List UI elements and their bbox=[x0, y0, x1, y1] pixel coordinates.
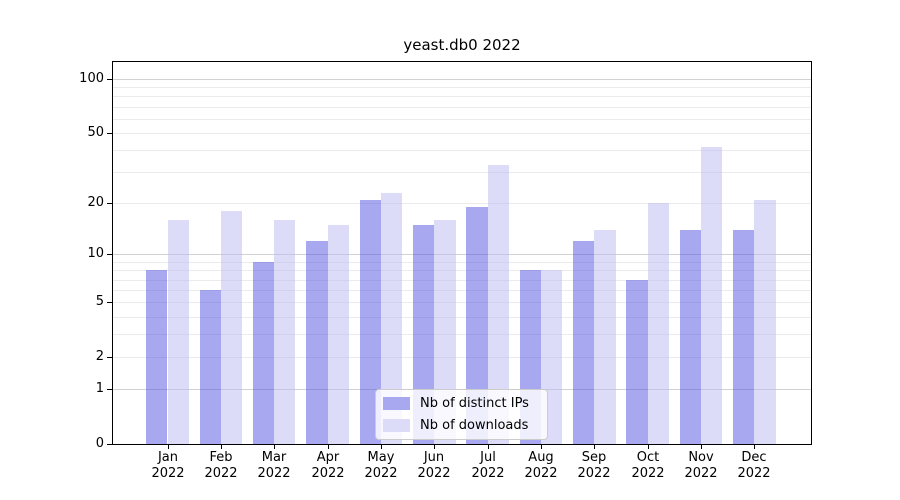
bar-downloads-apr bbox=[327, 224, 349, 445]
gridline-minor bbox=[112, 107, 812, 108]
gridline-major bbox=[112, 254, 812, 255]
x-tick-mark bbox=[594, 445, 595, 449]
y-tick-label: 1 bbox=[95, 381, 104, 396]
x-tick-mark bbox=[168, 445, 169, 449]
bar-distinct-ips-sep bbox=[573, 241, 595, 445]
y-tick-mark bbox=[107, 444, 112, 445]
gridline-minor bbox=[112, 334, 812, 335]
x-tick-label: Jul 2022 bbox=[471, 450, 505, 481]
bar-downloads-dec bbox=[754, 199, 776, 445]
gridline-minor bbox=[112, 357, 812, 358]
y-tick-mark bbox=[107, 389, 112, 390]
y-tick-mark bbox=[107, 79, 112, 80]
y-tick-label: 50 bbox=[87, 125, 104, 140]
y-tick-label: 20 bbox=[87, 195, 104, 210]
bar-downloads-oct bbox=[647, 203, 669, 445]
bar-distinct-ips-mar bbox=[252, 261, 275, 445]
gridline-major bbox=[112, 79, 812, 80]
x-tick-label: Mar 2022 bbox=[257, 450, 291, 481]
x-tick-label: Jan 2022 bbox=[151, 450, 185, 481]
gridline-minor bbox=[112, 119, 812, 120]
x-tick-label: Jun 2022 bbox=[417, 450, 451, 481]
chart-title: yeast.db0 2022 bbox=[403, 36, 521, 54]
gridline-minor bbox=[112, 150, 812, 151]
gridline-minor bbox=[112, 280, 812, 281]
bar-distinct-ips-feb bbox=[199, 290, 221, 445]
bar-downloads-jun bbox=[434, 219, 456, 445]
gridline-minor bbox=[112, 290, 812, 291]
gridline-minor bbox=[112, 317, 812, 318]
y-tick-mark bbox=[107, 203, 112, 204]
legend-label-distinct-ips: Nb of distinct IPs bbox=[420, 396, 529, 411]
bar-downloads-sep bbox=[594, 229, 616, 445]
legend-row-distinct-ips: Nb of distinct IPs bbox=[383, 396, 539, 411]
y-tick-mark bbox=[107, 133, 112, 134]
bar-distinct-ips-jan bbox=[146, 270, 168, 445]
x-tick-label: Feb 2022 bbox=[204, 450, 238, 481]
bar-downloads-jan bbox=[167, 219, 189, 445]
legend-swatch-distinct-ips bbox=[383, 397, 410, 410]
bar-downloads-nov bbox=[701, 146, 723, 445]
x-tick-label: Aug 2022 bbox=[524, 450, 558, 481]
x-tick-mark bbox=[274, 445, 275, 449]
y-tick-mark bbox=[107, 254, 112, 255]
gridline-minor bbox=[112, 133, 812, 134]
y-tick-label: 5 bbox=[95, 294, 104, 309]
x-tick-mark bbox=[754, 445, 755, 449]
x-tick-mark bbox=[381, 445, 382, 449]
gridline-minor bbox=[112, 87, 812, 88]
x-tick-mark bbox=[648, 445, 649, 449]
y-tick-mark bbox=[107, 357, 112, 358]
bar-downloads-mar bbox=[274, 219, 296, 445]
x-tick-mark bbox=[328, 445, 329, 449]
gridline-minor bbox=[112, 262, 812, 263]
legend-swatch-downloads bbox=[383, 419, 410, 432]
x-tick-mark bbox=[434, 445, 435, 449]
x-tick-mark bbox=[701, 445, 702, 449]
bar-distinct-ips-oct bbox=[626, 279, 648, 445]
legend-row-downloads: Nb of downloads bbox=[383, 418, 539, 433]
x-tick-mark bbox=[541, 445, 542, 449]
x-tick-label: Dec 2022 bbox=[737, 450, 771, 481]
gridline-minor bbox=[112, 203, 812, 204]
y-tick-mark bbox=[107, 302, 112, 303]
bar-distinct-ips-may bbox=[359, 199, 381, 445]
bar-distinct-ips-jul bbox=[466, 207, 488, 445]
x-tick-mark bbox=[221, 445, 222, 449]
bar-distinct-ips-apr bbox=[306, 241, 328, 445]
gridline-minor bbox=[112, 96, 812, 97]
bar-distinct-ips-nov bbox=[679, 229, 701, 445]
bar-downloads-may bbox=[380, 192, 403, 445]
x-tick-label: May 2022 bbox=[364, 450, 398, 481]
gridline-minor bbox=[112, 270, 812, 271]
x-tick-label: Oct 2022 bbox=[631, 450, 665, 481]
x-tick-label: Sep 2022 bbox=[577, 450, 611, 481]
gridline-minor bbox=[112, 172, 812, 173]
bar-distinct-ips-dec bbox=[733, 229, 755, 445]
x-tick-label: Nov 2022 bbox=[684, 450, 718, 481]
legend: Nb of distinct IPs Nb of downloads bbox=[375, 389, 548, 440]
legend-label-downloads: Nb of downloads bbox=[420, 418, 529, 433]
y-tick-label: 0 bbox=[95, 436, 104, 451]
x-tick-label: Apr 2022 bbox=[311, 450, 345, 481]
gridline-minor bbox=[112, 302, 812, 303]
bar-downloads-feb bbox=[220, 211, 243, 445]
y-tick-label: 2 bbox=[95, 349, 104, 364]
x-tick-mark bbox=[488, 445, 489, 449]
bar-downloads-jul bbox=[487, 165, 509, 445]
y-tick-label: 10 bbox=[87, 246, 104, 261]
y-tick-label: 100 bbox=[79, 71, 104, 86]
